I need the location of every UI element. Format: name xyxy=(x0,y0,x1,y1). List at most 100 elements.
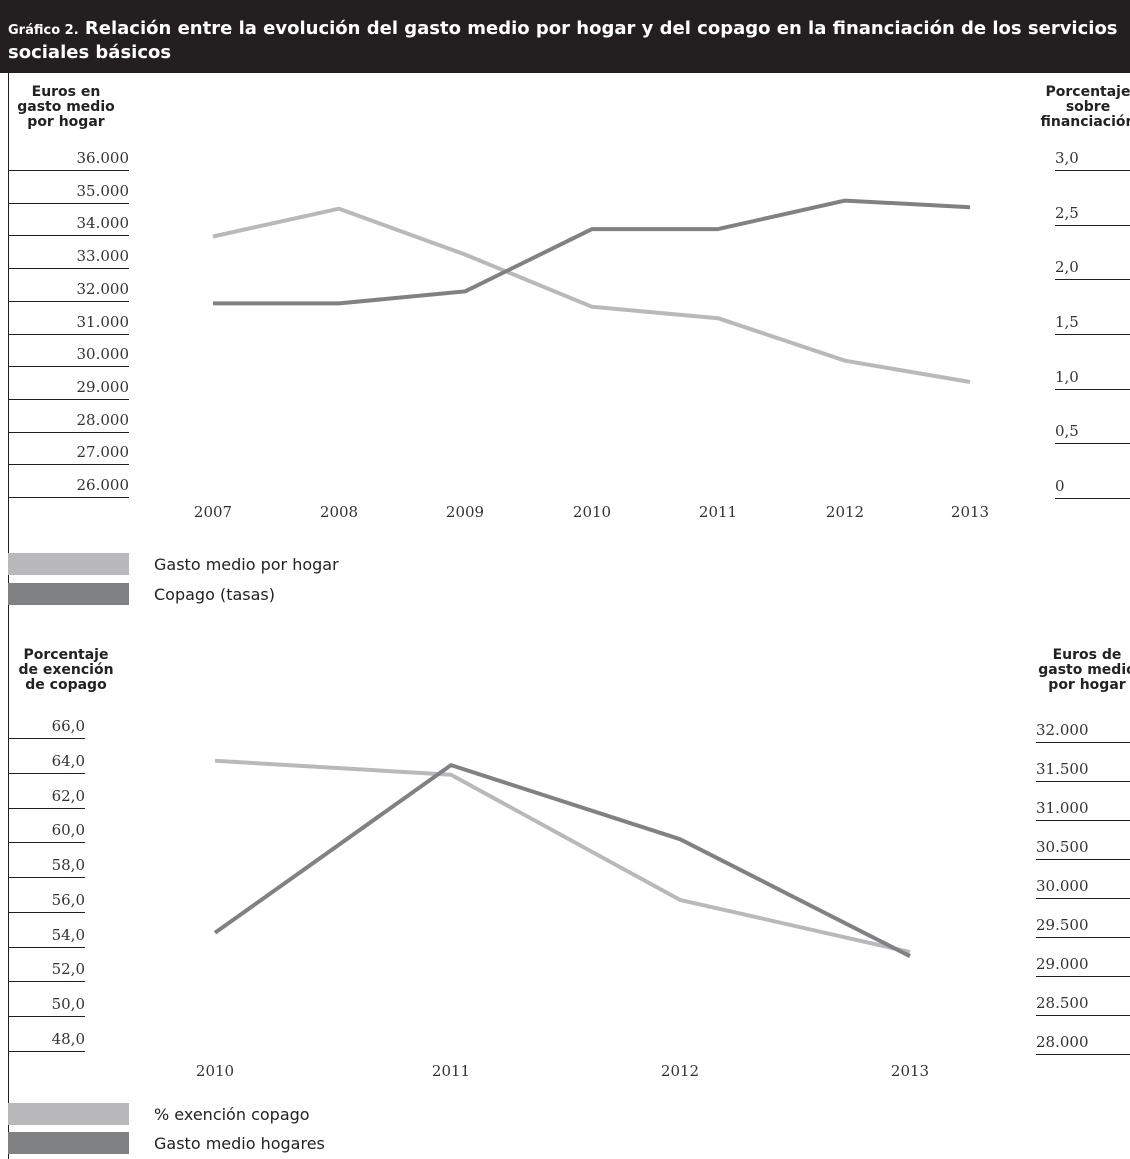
right-tick-rule xyxy=(1036,820,1130,821)
right-tick-label: 2,0 xyxy=(1055,258,1079,277)
left-tick-label: 48,0 xyxy=(51,1030,85,1048)
right-tick-rule xyxy=(1036,1054,1130,1055)
legend-swatch-copago xyxy=(8,583,129,605)
left-tick-label: 66,0 xyxy=(51,717,85,735)
x-tick-label: 2010 xyxy=(572,503,612,521)
title-prefix: Gráfico 2. xyxy=(8,23,79,38)
x-tick-label: 2009 xyxy=(445,503,485,521)
left-tick-rule xyxy=(8,981,85,983)
series-line xyxy=(213,198,971,306)
chart2-left-axis-title: Porcentaje de exención de copago xyxy=(12,648,120,693)
legend-label-gasto-hogares: Gasto medio hogares xyxy=(154,1134,325,1153)
right-tick-label: 0 xyxy=(1055,477,1065,495)
legend-label-copago: Copago (tasas) xyxy=(154,585,275,604)
left-tick-rule xyxy=(8,1051,85,1052)
series-line xyxy=(212,206,971,384)
left-tick-label: 35.000 xyxy=(76,181,130,200)
left-tick-label: 36.000 xyxy=(76,149,130,167)
x-tick-label: 2011 xyxy=(698,503,738,521)
left-tick-label: 62,0 xyxy=(51,786,85,805)
series-line xyxy=(214,758,911,955)
right-tick-rule xyxy=(1036,742,1130,743)
right-tick-rule xyxy=(1036,898,1130,899)
title-bar: Gráfico 2. Relación entre la evolución d… xyxy=(0,0,1130,73)
left-tick-rule xyxy=(8,202,129,204)
left-tick-label: 64,0 xyxy=(51,751,85,770)
right-tick-rule xyxy=(1055,334,1130,335)
chart-title: Gráfico 2. Relación entre la evolución d… xyxy=(8,18,1118,64)
left-tick-rule xyxy=(8,366,129,368)
right-tick-rule xyxy=(1036,859,1130,860)
right-tick-label: 1,0 xyxy=(1055,367,1079,386)
chart1-right-axis-title-line: Porcentaje xyxy=(1045,84,1130,100)
chart2-right-axis-title-line: gasto medio xyxy=(1038,662,1130,678)
x-tick-label: 2010 xyxy=(195,1062,235,1080)
left-tick-label: 34.000 xyxy=(76,214,130,233)
right-tick-label: 32.000 xyxy=(1036,721,1089,739)
right-tick-rule xyxy=(1036,976,1130,977)
right-tick-rule xyxy=(1055,279,1130,281)
x-tick-label: 2011 xyxy=(431,1062,471,1080)
left-tick-rule xyxy=(8,268,129,270)
left-tick-rule xyxy=(8,738,85,739)
chart2-right-axis-title-line: Euros de xyxy=(1052,647,1122,663)
left-tick-label: 30.000 xyxy=(76,345,130,364)
left-tick-label: 54,0 xyxy=(51,925,85,944)
series-line xyxy=(213,763,911,958)
left-tick-label: 28.000 xyxy=(76,410,130,429)
right-tick-rule xyxy=(1036,1015,1130,1016)
title-text: Relación entre la evolución del gasto me… xyxy=(8,18,1118,63)
left-tick-rule xyxy=(8,170,129,171)
legend-swatch-gasto-medio xyxy=(8,553,129,575)
left-tick-label: 26.000 xyxy=(76,476,130,494)
chart1-right-axis-title: Porcentaje sobre financiación xyxy=(1038,85,1130,130)
left-tick-rule xyxy=(8,235,129,237)
left-tick-rule xyxy=(8,464,129,466)
legend-label-exencion: % exención copago xyxy=(154,1105,310,1124)
chart2-right-axis-title: Euros de gasto medio por hogar xyxy=(1032,648,1130,693)
chart1-right-axis-title-line: financiación xyxy=(1040,114,1130,130)
chart1-right-axis-title-line: sobre xyxy=(1065,99,1111,115)
chart1-left-axis-title: Euros en gasto medio por hogar xyxy=(12,85,120,130)
chart2-left-axis-title-line: de copago xyxy=(25,677,107,693)
left-tick-rule xyxy=(8,398,129,400)
x-tick-label: 2012 xyxy=(825,503,865,521)
left-tick-label: 29.000 xyxy=(76,377,130,396)
chart2-right-axis-title-line: por hogar xyxy=(1048,677,1126,693)
x-tick-label: 2007 xyxy=(193,503,233,521)
left-tick-rule xyxy=(8,772,85,774)
left-tick-label: 31.000 xyxy=(76,312,130,331)
legend-label-gasto-medio: Gasto medio por hogar xyxy=(154,555,339,574)
left-tick-rule xyxy=(8,946,85,948)
chart1-left-axis-title-line: por hogar xyxy=(27,114,105,130)
right-tick-rule xyxy=(1036,937,1130,938)
left-tick-label: 32.000 xyxy=(76,279,130,298)
left-tick-rule xyxy=(8,807,85,809)
x-tick-label: 2012 xyxy=(660,1062,700,1080)
right-tick-label: 0,5 xyxy=(1055,422,1079,441)
left-tick-rule xyxy=(8,911,85,913)
right-tick-rule xyxy=(1055,170,1130,171)
right-tick-label: 30.500 xyxy=(1036,838,1089,856)
left-tick-rule xyxy=(8,842,85,844)
left-border xyxy=(8,73,9,1159)
left-tick-label: 58,0 xyxy=(51,856,85,875)
chart1-left-axis-title-line: Euros en xyxy=(31,84,101,100)
left-tick-rule xyxy=(8,431,129,433)
x-tick-label: 2013 xyxy=(890,1062,930,1080)
left-tick-label: 56,0 xyxy=(51,890,85,909)
right-tick-rule xyxy=(1055,498,1130,499)
right-tick-label: 31.500 xyxy=(1036,760,1089,778)
right-tick-label: 29.000 xyxy=(1036,955,1089,973)
chart1-left-axis-title-line: gasto medio xyxy=(17,99,115,115)
right-tick-label: 30.000 xyxy=(1036,877,1089,895)
right-tick-label: 29.500 xyxy=(1036,916,1089,934)
right-tick-rule xyxy=(1036,781,1130,782)
chart2-left-axis-title-line: de exención xyxy=(18,662,114,678)
legend-swatch-gasto-hogares xyxy=(8,1132,129,1154)
right-tick-rule xyxy=(1055,443,1130,445)
left-tick-rule xyxy=(8,1016,85,1018)
left-tick-label: 60,0 xyxy=(51,821,85,840)
left-tick-rule xyxy=(8,300,129,302)
